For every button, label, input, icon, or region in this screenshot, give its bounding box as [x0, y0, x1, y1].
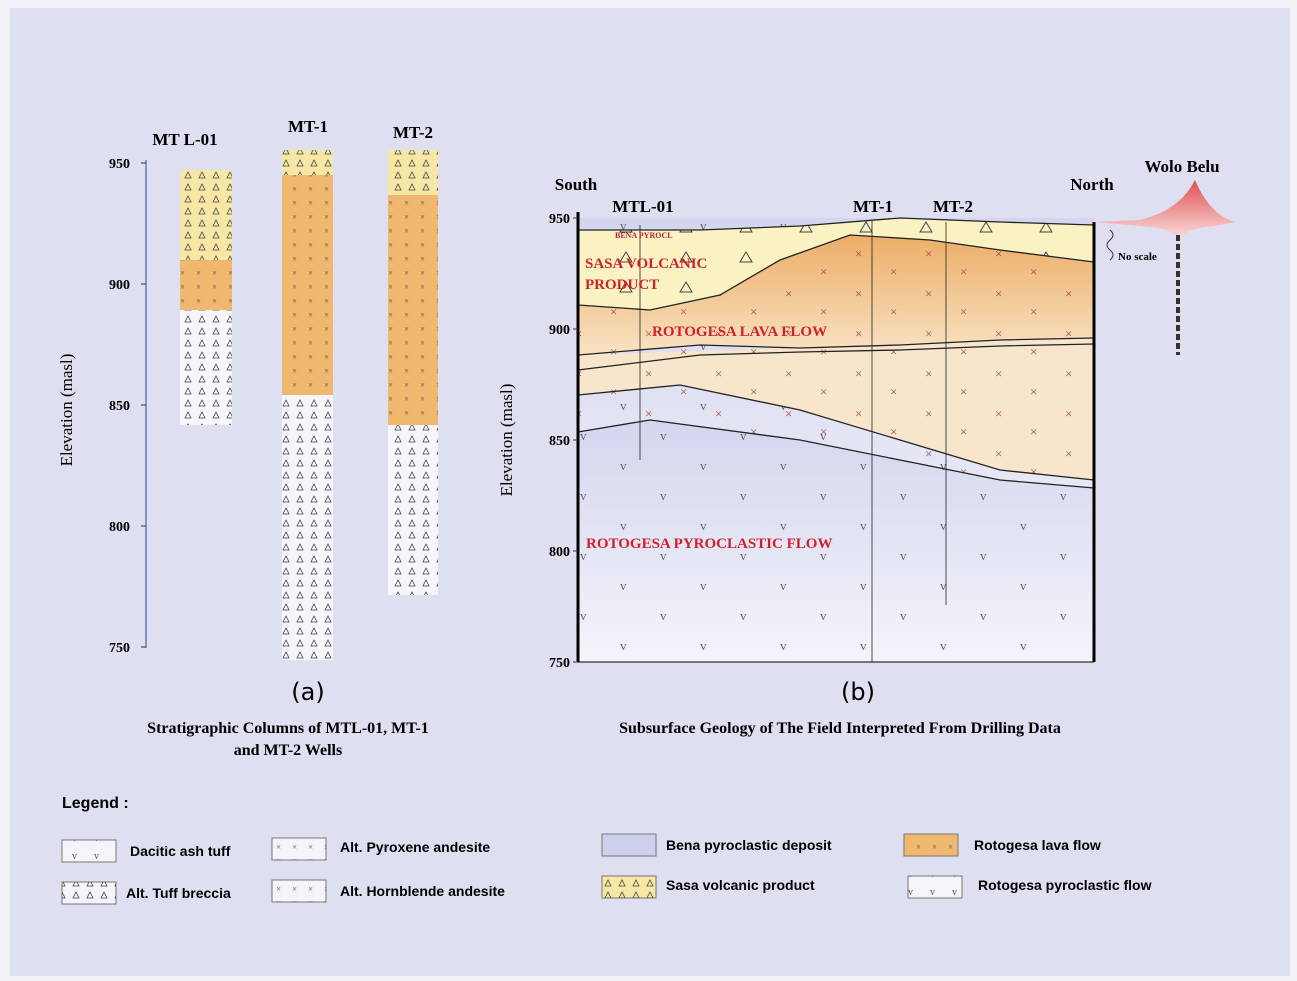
legend-label: Alt. Tuff breccia — [126, 885, 231, 901]
y-tick-label: 750 — [549, 656, 570, 671]
panel-tag: (b) — [841, 678, 875, 706]
y-tick-label: 850 — [109, 399, 130, 414]
y-tick-label: 850 — [549, 434, 570, 449]
y-tick-label: 950 — [549, 212, 570, 227]
y-tick-label: 950 — [109, 157, 130, 172]
legend-label: Dacitic ash tuff — [130, 843, 231, 859]
y-tick-label: 800 — [549, 545, 570, 560]
y-tick-label: 750 — [109, 641, 130, 656]
page: v × vv ×× MT L-01 MT-1 MT-2 Elevation (m… — [0, 0, 1297, 981]
figure: v × vv ×× MT L-01 MT-1 MT-2 Elevation (m… — [0, 0, 1297, 981]
direction-label: South — [555, 175, 598, 194]
no-scale: No scale — [1118, 251, 1157, 263]
unit-label: ROTOGESA LAVA FLOW — [652, 324, 827, 340]
well-label: MTL-01 — [612, 197, 673, 216]
unit-label: SASA VOLCANIC — [585, 256, 707, 272]
legend-label: Alt. Hornblende andesite — [340, 883, 505, 899]
well-label: MT-1 — [853, 197, 893, 216]
caption: Subsurface Geology of The Field Interpre… — [619, 720, 1061, 737]
unit-label: ROTOGESA PYROCLASTIC FLOW — [586, 536, 832, 552]
legend-title: Legend : — [62, 795, 129, 812]
unit-label: PRODUCT — [585, 277, 659, 293]
caption: and MT-2 Wells — [234, 742, 342, 759]
y-tick-label: 900 — [109, 278, 130, 293]
panel-tag: (a) — [291, 678, 324, 706]
y-axis-label: Elevation (masl) — [497, 384, 516, 497]
legend-label: Bena pyroclastic deposit — [666, 837, 832, 853]
volcano-label: Wolo Belu — [1144, 157, 1219, 176]
caption: Stratigraphic Columns of MTL-01, MT-1 — [147, 720, 429, 737]
direction-label: North — [1070, 175, 1114, 194]
well-label: MT-1 — [288, 117, 328, 136]
legend-label: Rotogesa lava flow — [974, 837, 1101, 853]
legend-label: Rotogesa pyroclastic flow — [978, 877, 1152, 893]
y-tick-label: 900 — [549, 323, 570, 338]
legend-swatch — [602, 834, 656, 856]
well-label: MT-2 — [933, 197, 973, 216]
legend-label: Sasa volcanic product — [666, 877, 815, 893]
unit-label: BENA PYROCL — [615, 231, 673, 240]
y-axis-label: Elevation (masl) — [57, 354, 76, 467]
y-tick-label: 800 — [109, 520, 130, 535]
well-label: MT-2 — [393, 123, 433, 142]
well-label: MT L-01 — [152, 130, 217, 149]
legend-label: Alt. Pyroxene andesite — [340, 839, 490, 855]
